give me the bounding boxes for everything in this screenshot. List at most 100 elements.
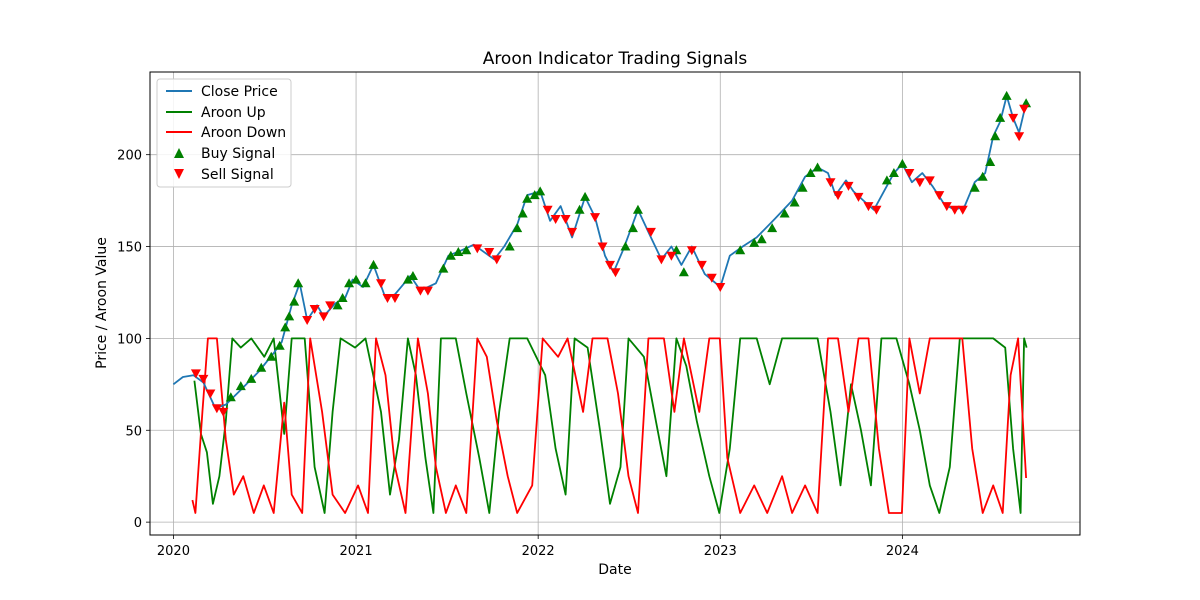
sell-signal-marker bbox=[706, 273, 717, 283]
sell-signal-marker bbox=[934, 191, 945, 201]
sell-signal-marker bbox=[597, 242, 608, 252]
sell-signal-marker bbox=[605, 260, 616, 270]
legend-buy-marker bbox=[174, 148, 184, 158]
y-tick-label: 150 bbox=[117, 241, 142, 256]
buy-signal-marker bbox=[529, 190, 540, 200]
buy-signal-marker bbox=[517, 208, 528, 218]
sell-signal-marker bbox=[325, 301, 336, 311]
buy-signal-marker bbox=[461, 245, 472, 255]
legend-buy-label: Buy Signal bbox=[201, 146, 275, 162]
x-tick-label: 2024 bbox=[886, 544, 919, 559]
sell-signal-marker bbox=[422, 286, 433, 296]
buy-signal-marker bbox=[995, 112, 1006, 122]
sell-signal-marker bbox=[949, 205, 960, 215]
buy-signal-marker bbox=[749, 237, 760, 247]
sell-signal-marker bbox=[686, 246, 697, 256]
sell-signal-marker bbox=[550, 214, 561, 224]
buy-signal-marker bbox=[797, 182, 808, 192]
buy-signal-marker bbox=[344, 278, 355, 288]
sell-signal-marker bbox=[205, 389, 216, 399]
signal-layer bbox=[190, 90, 1032, 417]
buy-signal-marker bbox=[225, 392, 236, 402]
sell-signal-marker bbox=[957, 205, 968, 215]
buy-signal-marker bbox=[735, 245, 746, 255]
chart-title: Aroon Indicator Trading Signals bbox=[483, 49, 748, 69]
sell-signal-marker bbox=[415, 286, 426, 296]
sell-signal-marker bbox=[843, 181, 854, 191]
buy-signal-marker bbox=[280, 322, 291, 332]
sell-signal-marker bbox=[924, 176, 935, 186]
buy-signal-marker bbox=[293, 278, 304, 288]
buy-signal-marker bbox=[779, 208, 790, 218]
buy-signal-marker bbox=[756, 234, 767, 244]
y-tick-label: 200 bbox=[117, 149, 142, 164]
buy-signal-marker bbox=[266, 351, 277, 361]
sell-signal-marker bbox=[1014, 132, 1025, 142]
buy-signal-marker bbox=[368, 259, 379, 269]
sell-signal-marker bbox=[863, 202, 874, 212]
buy-signal-marker bbox=[897, 158, 908, 168]
buy-signal-marker bbox=[767, 223, 778, 233]
buy-signal-marker bbox=[512, 223, 523, 233]
sell-signal-marker bbox=[696, 260, 707, 270]
legend: Close Price Aroon Up Aroon Down Buy Sign… bbox=[156, 78, 292, 188]
buy-signal-marker bbox=[332, 300, 343, 310]
sell-signal-marker bbox=[871, 205, 882, 215]
sell-signal-marker bbox=[590, 213, 601, 223]
x-tick-label: 2022 bbox=[522, 544, 555, 559]
buy-signal-marker bbox=[632, 204, 643, 214]
buy-signal-marker bbox=[990, 131, 1001, 141]
legend-sell-label: Sell Signal bbox=[201, 167, 274, 183]
legend-aroon-down-label: Aroon Down bbox=[201, 125, 286, 141]
sell-signal-marker bbox=[376, 279, 387, 289]
buy-signal-marker bbox=[522, 193, 533, 203]
sell-signal-marker bbox=[491, 255, 502, 265]
sell-signal-marker bbox=[1008, 113, 1019, 123]
buy-signal-marker bbox=[789, 197, 800, 207]
sell-signal-marker bbox=[198, 374, 209, 384]
sell-signal-marker bbox=[211, 404, 222, 414]
x-tick-label: 2021 bbox=[340, 544, 373, 559]
buy-signal-marker bbox=[805, 168, 816, 178]
buy-signal-marker bbox=[256, 362, 267, 372]
buy-signal-marker bbox=[969, 182, 980, 192]
sell-signal-marker bbox=[309, 305, 320, 315]
buy-signal-marker bbox=[274, 340, 285, 350]
buy-signal-marker bbox=[284, 311, 295, 321]
buy-signal-marker bbox=[812, 162, 823, 172]
x-tick-label: 2020 bbox=[157, 544, 190, 559]
buy-signal-marker bbox=[678, 267, 689, 277]
sell-signal-marker bbox=[941, 202, 952, 212]
buy-signal-marker bbox=[235, 381, 246, 391]
sell-signal-marker bbox=[666, 251, 677, 261]
sell-signal-marker bbox=[302, 316, 313, 326]
buy-signal-marker bbox=[620, 241, 631, 251]
sell-signal-marker bbox=[656, 255, 667, 265]
y-tick-label: 100 bbox=[117, 332, 142, 347]
buy-signal-marker bbox=[445, 250, 456, 260]
buy-signal-marker bbox=[888, 168, 899, 178]
axes-frame bbox=[149, 71, 1081, 536]
buy-signal-marker bbox=[881, 175, 892, 185]
buy-signal-marker bbox=[535, 186, 546, 196]
sell-signal-marker bbox=[904, 169, 915, 179]
sell-signal-marker bbox=[853, 192, 864, 202]
sell-signal-marker bbox=[914, 178, 925, 188]
buy-signal-marker bbox=[402, 274, 413, 284]
sell-signal-marker bbox=[389, 293, 400, 303]
sell-signal-marker bbox=[1019, 104, 1030, 114]
sell-signal-marker bbox=[560, 214, 571, 224]
sell-signal-marker bbox=[218, 407, 229, 417]
buy-signal-marker bbox=[627, 223, 638, 233]
buy-signal-marker bbox=[351, 274, 362, 284]
buy-signal-marker bbox=[985, 157, 996, 167]
buy-signal-marker bbox=[1001, 90, 1012, 100]
sell-signal-marker bbox=[472, 244, 483, 254]
sell-signal-marker bbox=[382, 293, 393, 303]
legend-sell-marker bbox=[174, 169, 184, 179]
aroon-down-line bbox=[191, 337, 1027, 514]
buy-signal-marker bbox=[246, 373, 257, 383]
buy-signal-marker bbox=[504, 241, 515, 251]
y-tick-label: 50 bbox=[125, 424, 142, 439]
ticks: 2020 2021 2022 2023 2024 0 50 100 150 200 bbox=[117, 149, 919, 559]
